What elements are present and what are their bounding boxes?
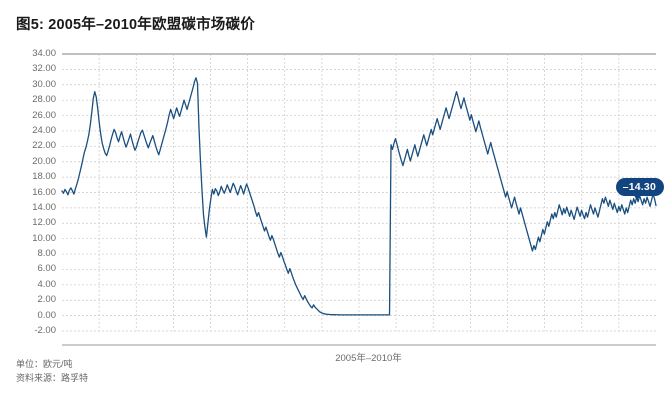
y-tick-label: 20.00: [32, 155, 56, 167]
y-tick-label: 30.00: [32, 78, 56, 90]
page-title: 图5: 2005年–2010年欧盟碳市场碳价: [16, 17, 255, 33]
y-tick-label: 10.00: [32, 232, 56, 244]
y-tick-label: 16.00: [32, 186, 56, 198]
y-tick-label: 28.00: [32, 94, 56, 106]
y-tick-label: 32.00: [32, 63, 56, 75]
y-tick-label: 2.00: [37, 294, 57, 306]
footnotes: 单位：欧元/吨 资料来源：路孚特: [16, 358, 88, 385]
x-axis-label: 2005年–2010年: [335, 353, 402, 364]
y-tick-label: 18.00: [32, 171, 56, 183]
y-tick-label: 0.00: [37, 309, 57, 321]
y-tick-label: 6.00: [37, 263, 57, 275]
y-tick-label: 4.00: [37, 278, 57, 290]
y-tick-label: 8.00: [37, 248, 57, 260]
y-tick-label: 14.00: [32, 201, 56, 213]
y-tick-label: 34.00: [32, 48, 56, 59]
last-value-badge-tail: [633, 193, 641, 200]
y-tick-label: -2.00: [34, 325, 56, 336]
source-note: 资料来源：路孚特: [16, 372, 89, 383]
price-line-series: [61, 77, 657, 316]
y-tick-label: 12.00: [32, 217, 56, 229]
y-tick-label: 24.00: [32, 124, 56, 136]
y-tick-label: 26.00: [32, 109, 56, 121]
unit-note: 单位：欧元/吨: [16, 359, 73, 369]
y-tick-label: 22.00: [32, 140, 56, 152]
last-value-badge: –14.30: [615, 177, 664, 196]
